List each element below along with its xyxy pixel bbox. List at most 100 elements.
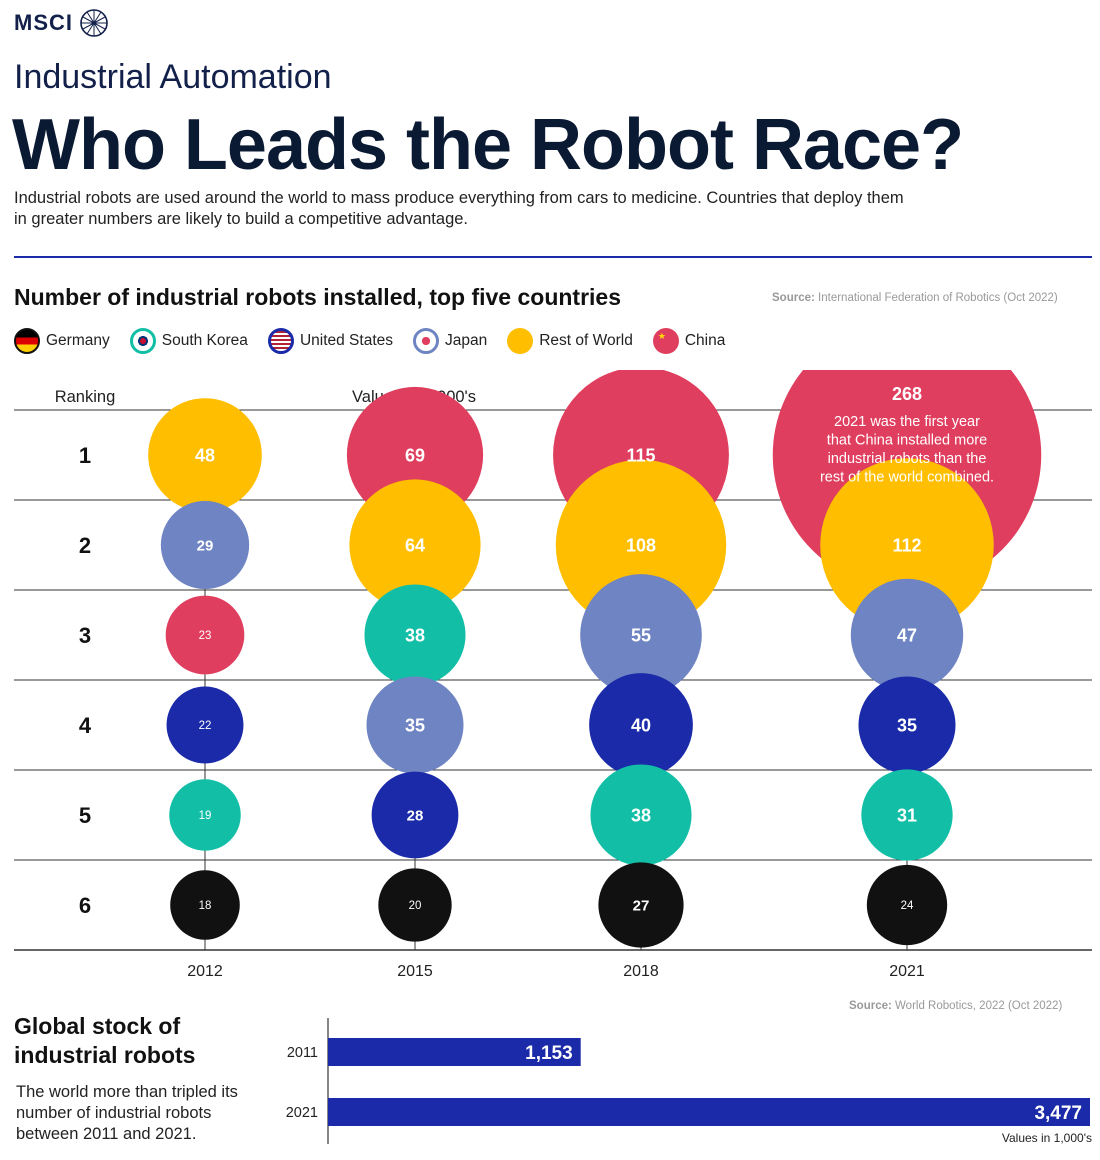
bubble-japan xyxy=(366,676,464,774)
bubble-value-label: 47 xyxy=(897,625,917,645)
bubble-value-label: 35 xyxy=(405,715,425,735)
legend-item: United States xyxy=(267,328,393,354)
bubble-united-states xyxy=(371,771,459,859)
legend-label: Rest of World xyxy=(539,332,633,349)
bubble-rest-of-world xyxy=(148,398,262,512)
stock-title: Global stock of industrial robots xyxy=(14,1013,196,1068)
rank-label: 4 xyxy=(79,713,92,738)
bubble-united-states xyxy=(166,686,244,764)
japan-flag-icon xyxy=(413,328,439,354)
bubble-value-label: 112 xyxy=(892,535,921,555)
bubble-value-label: 29 xyxy=(197,537,214,554)
chart-title: Number of industrial robots installed, t… xyxy=(14,284,622,310)
south-korea-flag-icon xyxy=(129,328,156,354)
source-label: Source: xyxy=(772,292,815,304)
legend-label: United States xyxy=(299,332,393,349)
stock-value-label: 3,477 xyxy=(1034,1103,1082,1124)
bubble-united-states xyxy=(858,676,956,774)
bubble-japan xyxy=(850,578,964,692)
legend-item: Japan xyxy=(413,328,487,354)
stock-source: Source: World Robotics, 2022 (Oct 2022) xyxy=(849,1000,1062,1012)
stock-source-text: World Robotics, 2022 (Oct 2022) xyxy=(895,1000,1063,1012)
legend-swatch xyxy=(507,328,534,354)
bubble-value-label: 31 xyxy=(897,805,917,825)
year-tick-label: 2012 xyxy=(187,963,223,980)
bubble-south-korea xyxy=(590,764,692,866)
bubble-value-label: 28 xyxy=(407,807,424,824)
bubble-value-label: 23 xyxy=(199,630,212,642)
bubble-value-label: 55 xyxy=(631,625,651,645)
legend-label: China xyxy=(684,332,726,349)
stock-bar xyxy=(328,1098,1090,1126)
bubble-japan xyxy=(580,574,702,696)
bubble-rest-of-world xyxy=(555,459,727,631)
stock-bar xyxy=(328,1038,581,1066)
bubble-china xyxy=(165,595,245,675)
legend-label: South Korea xyxy=(161,332,248,349)
stock-category-label: 2021 xyxy=(286,1105,318,1121)
bubble-germany xyxy=(866,864,948,946)
bubble-value-label: 108 xyxy=(626,535,656,555)
legend-item: Rest of World xyxy=(507,328,633,354)
bubble-rest-of-world xyxy=(820,458,994,632)
rank-label: 1 xyxy=(79,443,91,468)
legend-item: South Korea xyxy=(129,328,248,354)
year-tick-label: 2018 xyxy=(623,963,659,980)
bubble-value-label: 38 xyxy=(631,805,651,825)
bubble-south-korea xyxy=(364,584,466,686)
bubble-japan xyxy=(160,500,250,590)
brand-name: MSCI xyxy=(14,10,73,35)
kicker: Industrial Automation xyxy=(14,58,332,96)
rank-label: 3 xyxy=(79,623,91,648)
bubble-value-label: 20 xyxy=(409,900,422,912)
stock-source-label: Source: xyxy=(849,1000,892,1012)
bubble-value-label: 268 xyxy=(892,384,922,404)
bubble-united-states xyxy=(589,673,693,777)
bubble-value-label: 18 xyxy=(199,900,212,912)
bubble-value-label: 38 xyxy=(405,625,425,645)
germany-flag-icon xyxy=(14,328,40,354)
bubble-germany xyxy=(378,868,452,942)
year-tick-label: 2021 xyxy=(889,963,925,980)
intro-text: Industrial robots are used around the wo… xyxy=(14,189,904,228)
globe-icon xyxy=(80,9,108,37)
china-flag-icon: ★ xyxy=(652,328,679,354)
divider xyxy=(14,256,1092,258)
bubble-germany xyxy=(598,862,684,948)
bubble-rank-chart: RankingValues in 1,000's1234562012201520… xyxy=(14,370,1092,980)
stock-description: The world more than tripled its number o… xyxy=(16,1083,238,1143)
bubble-rest-of-world xyxy=(349,479,481,611)
us-flag-icon xyxy=(267,328,294,354)
chart-source: Source: International Federation of Robo… xyxy=(772,292,1058,304)
msci-logo: MSCI xyxy=(14,8,109,38)
bubble-value-label: 48 xyxy=(195,445,215,465)
headline: Who Leads the Robot Race? xyxy=(12,105,964,185)
legend-label: Japan xyxy=(445,332,488,349)
stock-value-label: 1,153 xyxy=(525,1043,573,1064)
rank-label: 2 xyxy=(79,533,91,558)
china-annotation: 2021 was the first year that China instal… xyxy=(820,414,994,486)
legend-item: ★ China xyxy=(652,328,726,354)
bubble-value-label: 115 xyxy=(626,445,655,465)
bubble-value-label: 40 xyxy=(631,715,651,735)
bubble-value-label: 64 xyxy=(405,535,425,555)
stock-units-label: Values in 1,000's xyxy=(1002,1131,1092,1145)
bubble-value-label: 19 xyxy=(199,810,212,822)
bubble-value-label: 69 xyxy=(405,445,425,465)
bubble-value-label: 24 xyxy=(901,900,914,912)
bubble-value-label: 22 xyxy=(199,720,212,732)
bubble-south-korea xyxy=(861,769,953,861)
bubble-value-label: 27 xyxy=(633,897,650,914)
rank-label: 6 xyxy=(79,893,91,918)
rank-label: 5 xyxy=(79,803,91,828)
legend-label: Germany xyxy=(46,332,110,349)
stock-bar-chart: 2011 1,153 2021 3,477 Values in 1,000's xyxy=(286,1018,1092,1145)
legend: Germany South Korea United States Japan Rest… xyxy=(14,328,745,354)
year-tick-label: 2015 xyxy=(397,963,433,980)
ranking-label: Ranking xyxy=(55,388,116,406)
bubble-germany xyxy=(170,870,240,940)
bubble-value-label: 35 xyxy=(897,715,917,735)
source-text: International Federation of Robotics (Oc… xyxy=(818,292,1058,304)
bubble-south-korea xyxy=(169,779,241,851)
legend-item: Germany xyxy=(14,328,110,354)
